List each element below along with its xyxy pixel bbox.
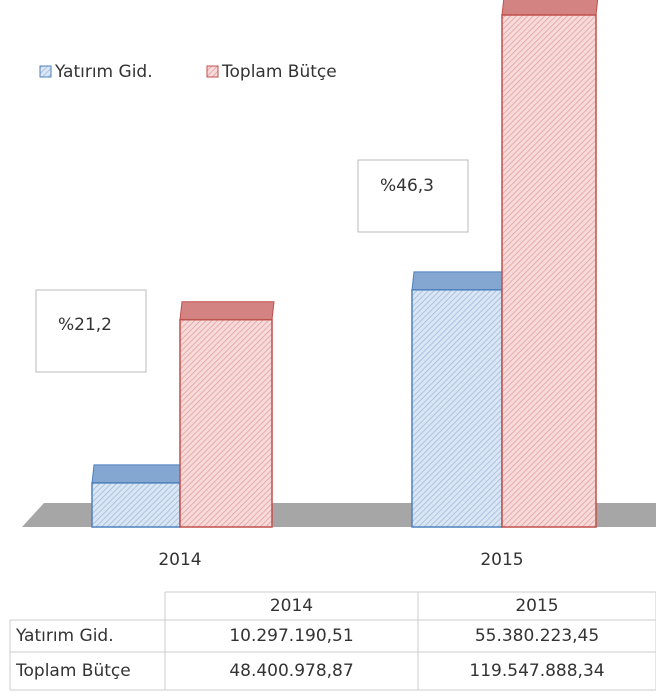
bar-front bbox=[91, 482, 181, 528]
bar bbox=[91, 464, 183, 528]
data-table: 2014 2015 Yatırım Gid. 10.297.190,51 55.380.… bbox=[9, 591, 656, 691]
table-header: 2014 bbox=[270, 596, 313, 616]
table-cell: 10.297.190,51 bbox=[229, 626, 353, 646]
legend-label: Toplam Bütçe bbox=[221, 62, 337, 82]
table-cell: 55.380.223,45 bbox=[475, 626, 599, 646]
bar-top bbox=[501, 0, 599, 16]
bar bbox=[501, 0, 599, 528]
bar-front bbox=[411, 289, 503, 528]
bar bbox=[411, 271, 505, 528]
table-cell: 119.547.888,34 bbox=[469, 661, 604, 681]
table-header: 2015 bbox=[515, 596, 558, 616]
bar-top bbox=[411, 271, 505, 291]
x-tick-label: 2014 bbox=[158, 550, 201, 570]
annotation-box bbox=[357, 159, 469, 233]
annotation: %21,2 bbox=[58, 315, 112, 335]
bar-top bbox=[179, 301, 275, 321]
annotation: %46,3 bbox=[380, 176, 434, 196]
bar bbox=[179, 301, 275, 528]
legend-label: Yatırım Gid. bbox=[54, 62, 153, 82]
legend-swatch bbox=[39, 65, 52, 78]
bar-top bbox=[91, 464, 183, 484]
table-cell: 48.400.978,87 bbox=[229, 661, 353, 681]
x-tick-label: 2015 bbox=[480, 550, 523, 570]
annotation-box bbox=[35, 289, 147, 373]
legend-swatch bbox=[206, 65, 219, 78]
bar-front bbox=[501, 14, 597, 528]
table-row-label: Toplam Bütçe bbox=[15, 661, 131, 681]
table-row-label: Yatırım Gid. bbox=[15, 626, 114, 646]
bar-front bbox=[179, 318, 273, 528]
